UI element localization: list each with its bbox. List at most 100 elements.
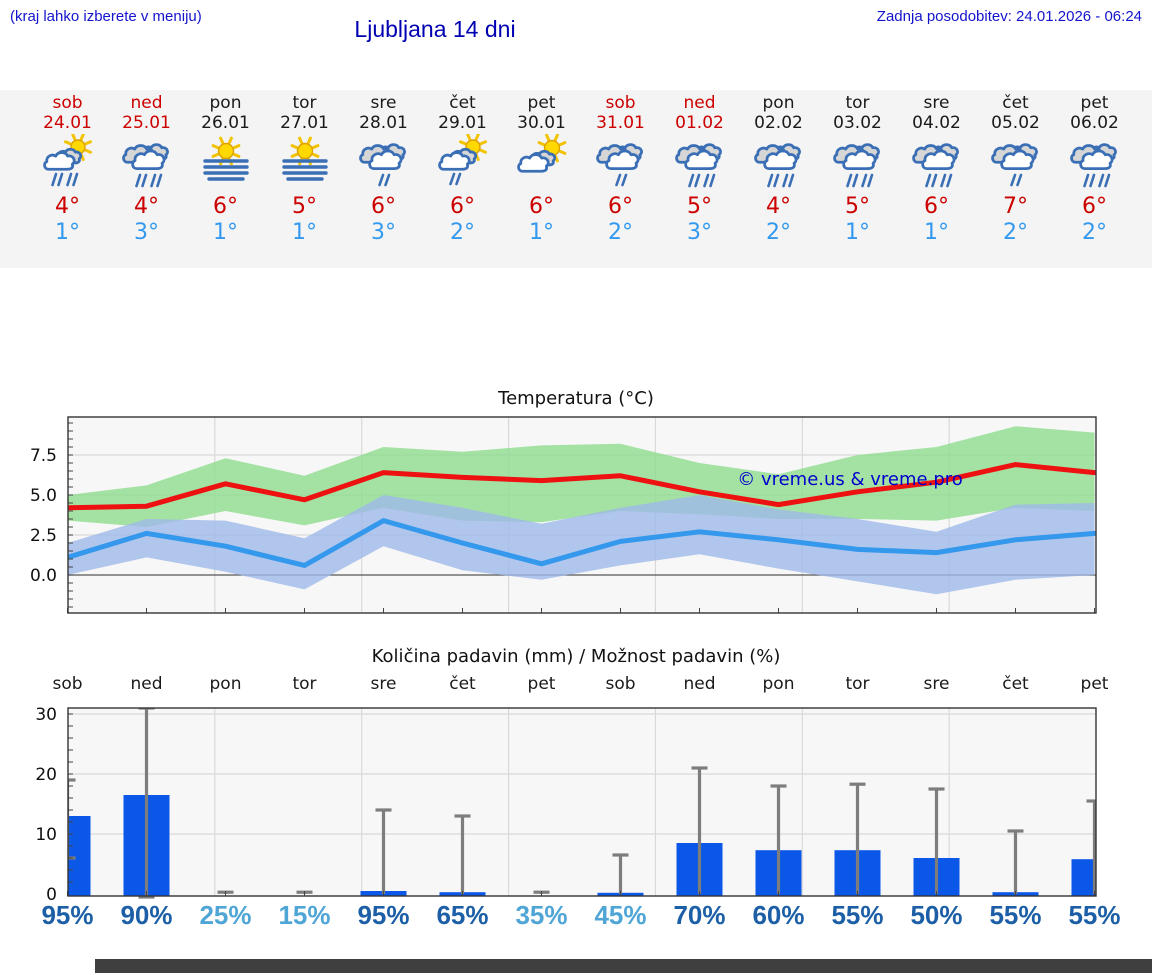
- low-temp: 2°: [1003, 220, 1028, 245]
- day-column-pet-06.02: pet 06.02 6° 2°: [1055, 93, 1134, 246]
- precip-probability: 25%: [199, 900, 252, 930]
- page-title: Ljubljana 14 dni: [354, 16, 516, 42]
- day-date: 30.01: [517, 113, 566, 133]
- day-name: sob: [52, 93, 83, 113]
- weather-icon-slot: [739, 134, 818, 192]
- day-column-sob-24.01: sob 24.01 4° 1°: [28, 93, 107, 246]
- cloud-rain-icon: [674, 143, 722, 188]
- precipitation-day-labels: sob ned pon tor sre čet pet sob ned pon tor sre čet p…: [28, 674, 1134, 694]
- day-name: čet: [449, 93, 476, 113]
- day-column-sre-28.01: sre 28.01 6° 3°: [344, 93, 423, 246]
- high-temp: 6°: [924, 194, 949, 219]
- day-date: 05.02: [991, 113, 1040, 133]
- low-temp: 3°: [134, 220, 159, 245]
- precip-probability: 70%: [673, 900, 726, 930]
- weather-icon-slot: [423, 133, 502, 192]
- day-date: 28.01: [359, 113, 408, 133]
- high-temp: 6°: [529, 194, 554, 219]
- cloud-rain-icon: [121, 143, 169, 188]
- high-temp: 7°: [1003, 194, 1028, 219]
- day-column-ned-01.02: ned 01.02 5° 3°: [660, 93, 739, 246]
- forecast-columns: sob 24.01 4° 1° ned 25.01 4° 3° pon 26.01 6° 1° tor 2…: [28, 93, 1134, 246]
- low-temp: 3°: [687, 220, 712, 245]
- day-name: ned: [683, 93, 716, 113]
- day-name: tor: [292, 93, 317, 113]
- cloud-rain-icon: [832, 143, 880, 188]
- day-date: 03.02: [833, 113, 882, 133]
- day-date: 26.01: [201, 113, 250, 133]
- chart-day-label: sre: [370, 674, 397, 694]
- horizontal-scrollbar[interactable]: [95, 959, 1152, 973]
- y-tick-label: 10: [35, 825, 57, 845]
- temperature-chart: 0.0 2.5 5.0 7.5 © vreme.us & vreme.pro: [30, 416, 1097, 614]
- chart-day-label: ned: [130, 674, 163, 694]
- day-name: pon: [209, 93, 242, 113]
- day-date: 02.02: [754, 113, 803, 133]
- y-tick-label: 0.0: [30, 566, 57, 586]
- day-date: 31.01: [596, 113, 645, 133]
- precip-probability: 55%: [1068, 900, 1121, 930]
- day-name: pet: [1080, 93, 1109, 113]
- y-tick-label: 30: [35, 705, 57, 725]
- high-temp: 5°: [845, 194, 870, 219]
- chart-day-label: pet: [1080, 674, 1109, 694]
- chart-day-label: sob: [605, 674, 636, 694]
- high-temp: 6°: [213, 194, 238, 219]
- low-temp: 2°: [766, 220, 791, 245]
- day-name: tor: [845, 93, 870, 113]
- forecast-strip: sob 24.01 4° 1° ned 25.01 4° 3° pon 26.01 6° 1° tor 2…: [0, 90, 1152, 268]
- weather-icon-slot: [660, 134, 739, 192]
- high-temp: 4°: [134, 194, 159, 219]
- precip-probability: 45%: [594, 900, 647, 930]
- day-name: sob: [605, 93, 636, 113]
- chart-day-label: pet: [527, 674, 556, 694]
- day-date: 01.02: [675, 113, 724, 133]
- precip-probability: 65%: [436, 900, 489, 930]
- precipitation-chart: 0 10 20 30: [35, 705, 1097, 902]
- temperature-chart-title: Temperatura (°C): [498, 388, 654, 409]
- watermark: © vreme.us & vreme.pro: [737, 469, 963, 490]
- chart-day-label: čet: [449, 674, 476, 694]
- day-date: 25.01: [122, 113, 171, 133]
- chart-day-label: sre: [923, 674, 950, 694]
- cloud-rain-icon: [911, 143, 959, 188]
- low-temp: 1°: [529, 220, 554, 245]
- day-name: sre: [923, 93, 950, 113]
- low-temp: 2°: [1082, 220, 1107, 245]
- chart-day-label: tor: [845, 674, 870, 694]
- day-column-ned-25.01: ned 25.01 4° 3°: [107, 93, 186, 246]
- plot-border: [67, 416, 1097, 614]
- precip-probability: 15%: [278, 900, 331, 930]
- day-column-tor-27.01: tor 27.01 5° 1°: [265, 93, 344, 246]
- day-name: sre: [370, 93, 397, 113]
- day-date: 27.01: [280, 113, 329, 133]
- precip-bar: [68, 816, 91, 896]
- precip-probability: 35%: [515, 900, 568, 930]
- chart-day-label: pon: [209, 674, 242, 694]
- chart-day-label: tor: [292, 674, 317, 694]
- precipitation-probability-row: 95% 90% 25% 15% 95% 65% 35% 45% 70% 60% 55% 50% 55% 5…: [28, 900, 1134, 931]
- weather-icon-slot: [186, 134, 265, 192]
- y-tick-label: 7.5: [30, 446, 57, 466]
- chart-day-label: sob: [52, 674, 83, 694]
- day-column-sre-04.02: sre 04.02 6° 1°: [897, 93, 976, 246]
- cloud-rain-icon: [1069, 143, 1117, 188]
- low-temp: 1°: [924, 220, 949, 245]
- precip-probability: 50%: [910, 900, 963, 930]
- weather-icon-slot: [1055, 134, 1134, 192]
- precip-bar: [1071, 859, 1096, 896]
- day-name: pon: [762, 93, 795, 113]
- day-date: 24.01: [43, 113, 92, 133]
- weather-icon-slot: [502, 133, 581, 192]
- y-tick-label: 2.5: [30, 526, 57, 546]
- weather-icon-slot: [107, 134, 186, 192]
- weather-icon-slot: [581, 134, 660, 192]
- high-temp: 5°: [292, 194, 317, 219]
- weather-icon-slot: [344, 134, 423, 192]
- precip-probability: 95%: [357, 900, 410, 930]
- day-column-čet-29.01: čet 29.01 6° 2°: [423, 93, 502, 246]
- low-temp: 1°: [845, 220, 870, 245]
- precipitation-chart-title: Količina padavin (mm) / Možnost padavin …: [371, 646, 781, 667]
- sun-cloud-rain-icon: [42, 133, 92, 187]
- low-temp: 2°: [450, 220, 475, 245]
